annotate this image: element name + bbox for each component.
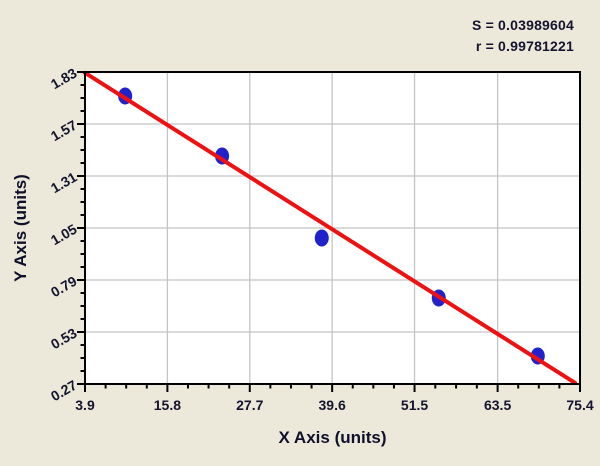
x-tick-label: 63.5: [484, 397, 511, 413]
y-axis-title: Y Axis (units): [11, 174, 30, 282]
x-tick-label: 75.4: [566, 397, 593, 413]
y-tick-label: 1.05: [48, 221, 80, 249]
x-tick-label: 39.6: [319, 397, 346, 413]
x-tick-label: 15.8: [154, 397, 181, 413]
data-point: [314, 229, 329, 247]
y-tick-label: 0.53: [48, 325, 80, 353]
y-tick-label: 0.79: [48, 273, 80, 301]
x-tick-label: 27.7: [236, 397, 263, 413]
stat-correlation: r = 0.99781221: [475, 38, 574, 54]
fit-statistics: S = 0.03989604 r = 0.99781221: [472, 15, 574, 57]
fit-line: [83, 70, 578, 385]
y-tick-label: 1.57: [48, 117, 80, 145]
x-tick-label: 3.9: [75, 397, 95, 413]
y-tick-label: 1.31: [48, 169, 80, 197]
x-tick-label: 51.5: [401, 397, 428, 413]
stat-standard-error: S = 0.03989604: [471, 17, 574, 33]
x-axis-title: X Axis (units): [278, 428, 387, 447]
axis-ticks: [77, 71, 581, 392]
y-tick-label: 1.83: [48, 65, 80, 93]
